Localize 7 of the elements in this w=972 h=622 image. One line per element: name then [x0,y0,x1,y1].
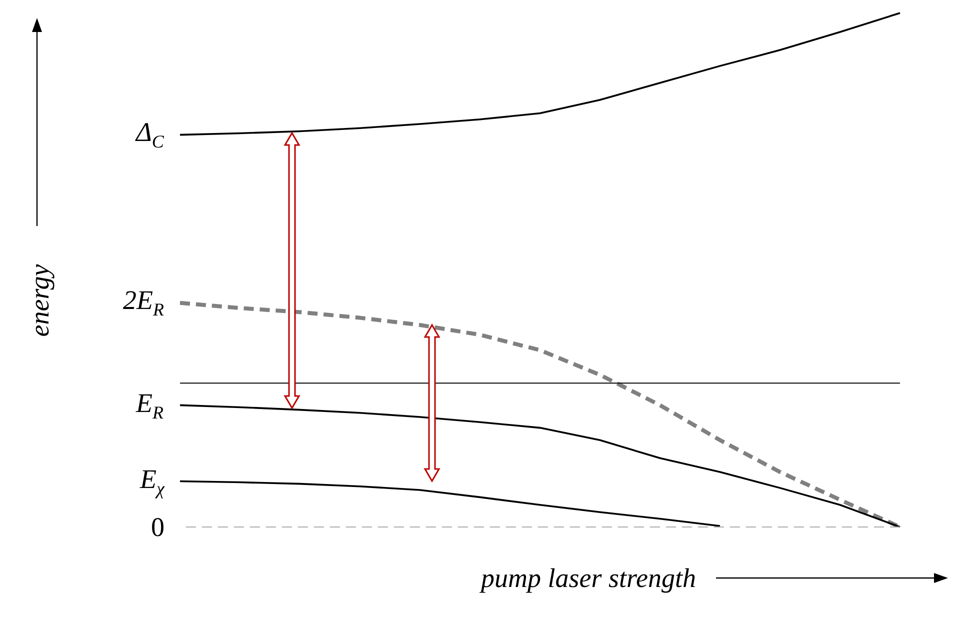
text: 2E$_{R}$ [123,285,164,320]
x-axis-title: pump laser strength [481,562,696,592]
text: E$_{R}$ [136,388,164,422]
text: E$_{χ}$ [140,464,164,498]
ref-line-label: 0 [151,512,164,542]
text: Δ$_{C}$ [136,117,164,152]
y-axis-title: energy [24,264,55,336]
